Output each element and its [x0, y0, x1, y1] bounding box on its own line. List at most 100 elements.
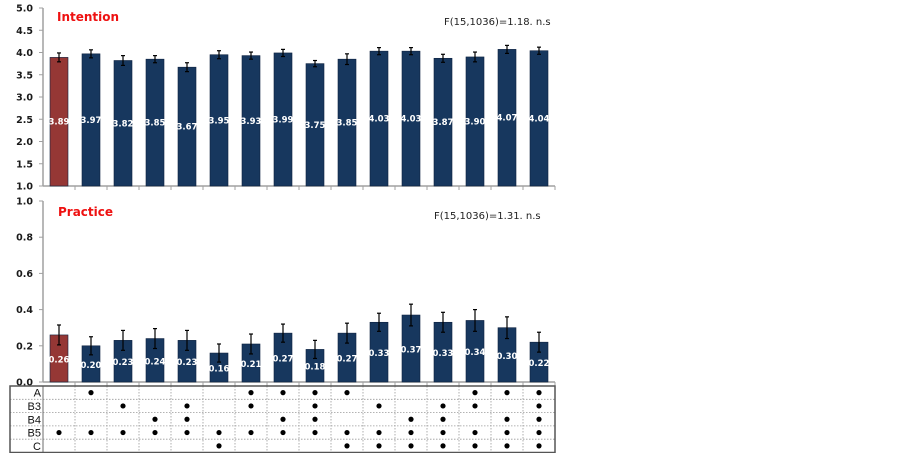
condition-marker — [472, 403, 478, 409]
condition-marker — [472, 429, 478, 436]
condition-marker — [536, 403, 542, 409]
table-row-label: A — [34, 388, 42, 400]
practice-data-label: 0.23 — [177, 358, 198, 368]
intention-data-label: 4.04 — [529, 114, 550, 124]
condition-marker — [504, 416, 510, 422]
condition-marker — [216, 429, 222, 436]
condition-marker — [88, 390, 94, 396]
intention-data-label: 3.85 — [145, 119, 166, 129]
condition-marker — [248, 429, 254, 436]
condition-marker — [472, 443, 478, 449]
practice-data-label: 0.27 — [337, 355, 358, 365]
practice-chart: Practice F(15,1036)=1.31. n.s 0.0 0.2 0.4 0… — [16, 197, 556, 389]
practice-data-label: 0.18 — [305, 363, 326, 373]
practice-data-label: 0.16 — [209, 365, 230, 375]
table-row-label: B3 — [28, 401, 41, 413]
condition-marker — [312, 390, 318, 396]
intention-data-label: 3.67 — [177, 123, 198, 133]
condition-marker — [344, 429, 350, 436]
table-row-label: C — [33, 441, 41, 453]
intention-data-label: 3.85 — [337, 119, 358, 129]
condition-marker — [440, 416, 446, 422]
condition-marker — [312, 403, 318, 409]
condition-marker — [184, 403, 190, 409]
practice-data-label: 0.26 — [49, 355, 70, 365]
condition-marker — [504, 390, 510, 396]
intention-y-tick-label: 3.5 — [16, 70, 33, 81]
intention-y-tick-label: 4.5 — [16, 26, 33, 37]
condition-marker — [88, 429, 94, 436]
condition-marker — [120, 429, 126, 436]
practice-data-label: 0.24 — [145, 357, 166, 367]
condition-marker — [536, 443, 542, 449]
condition-marker — [536, 390, 542, 396]
condition-marker — [504, 443, 510, 449]
table-row-label: B4 — [28, 414, 41, 426]
condition-marker — [184, 429, 190, 436]
condition-marker — [152, 429, 158, 436]
practice-y-tick-label: 0.8 — [16, 233, 33, 244]
intention-title: Intention — [57, 10, 119, 24]
table-row-label: B5 — [28, 428, 41, 440]
practice-data-label: 0.37 — [401, 346, 422, 356]
practice-data-label: 0.30 — [497, 352, 518, 362]
condition-marker — [56, 429, 62, 436]
practice-data-label: 0.33 — [433, 349, 454, 359]
condition-marker — [376, 443, 382, 449]
condition-marker — [440, 403, 446, 409]
condition-marker — [152, 416, 158, 422]
condition-marker — [440, 443, 446, 449]
intention-data-label: 3.97 — [81, 116, 102, 126]
practice-data-label: 0.33 — [369, 349, 390, 359]
practice-title: Practice — [58, 205, 113, 219]
condition-marker — [376, 403, 382, 409]
condition-marker — [504, 429, 510, 436]
condition-marker — [440, 429, 446, 436]
condition-marker — [536, 416, 542, 422]
condition-marker — [216, 443, 222, 449]
practice-stat-annotation: F(15,1036)=1.31. n.s — [434, 211, 541, 222]
intention-y-tick-label: 4.0 — [16, 48, 33, 59]
condition-marker — [312, 416, 318, 422]
intention-data-label: 3.99 — [273, 115, 294, 125]
intention-y-tick-label: 5.0 — [16, 4, 33, 15]
intention-data-label: 3.82 — [113, 119, 134, 129]
intention-data-label: 4.03 — [369, 115, 390, 125]
intention-data-label: 3.87 — [433, 118, 454, 128]
condition-marker — [248, 403, 254, 409]
intention-data-label: 3.90 — [465, 117, 486, 127]
practice-data-label: 0.21 — [241, 360, 262, 370]
condition-marker — [472, 390, 478, 396]
condition-marker — [376, 429, 382, 436]
practice-data-label: 0.22 — [529, 359, 550, 369]
condition-marker — [536, 429, 542, 436]
intention-y-tick-label: 3.0 — [16, 93, 33, 104]
condition-marker — [408, 429, 414, 436]
practice-y-tick-label: 0.4 — [16, 305, 33, 316]
intention-data-label: 3.75 — [305, 121, 326, 131]
intention-y-tick-label: 1.0 — [16, 182, 33, 193]
condition-marker — [280, 390, 286, 396]
practice-y-tick-label: 0.6 — [16, 269, 33, 280]
condition-marker — [344, 443, 350, 449]
condition-marker — [344, 390, 350, 396]
condition-marker — [408, 443, 414, 449]
condition-marker — [280, 416, 286, 422]
condition-marker — [184, 416, 190, 422]
condition-marker — [312, 429, 318, 436]
intention-data-label: 4.07 — [497, 114, 518, 124]
condition-marker — [408, 416, 414, 422]
practice-y-tick-label: 0.2 — [16, 341, 33, 352]
intention-data-label: 4.03 — [401, 115, 422, 125]
intention-y-tick-label: 1.5 — [16, 159, 33, 170]
condition-marker — [120, 403, 126, 409]
condition-marker — [248, 390, 254, 396]
practice-data-label: 0.20 — [81, 361, 102, 371]
practice-data-label: 0.34 — [465, 348, 486, 358]
condition-marker — [280, 429, 286, 436]
intention-chart: Intention F(15,1036)=1.18. n.s 1.0 1.5 2.0… — [16, 4, 556, 193]
practice-data-label: 0.23 — [113, 358, 134, 368]
practice-data-label: 0.27 — [273, 355, 294, 365]
